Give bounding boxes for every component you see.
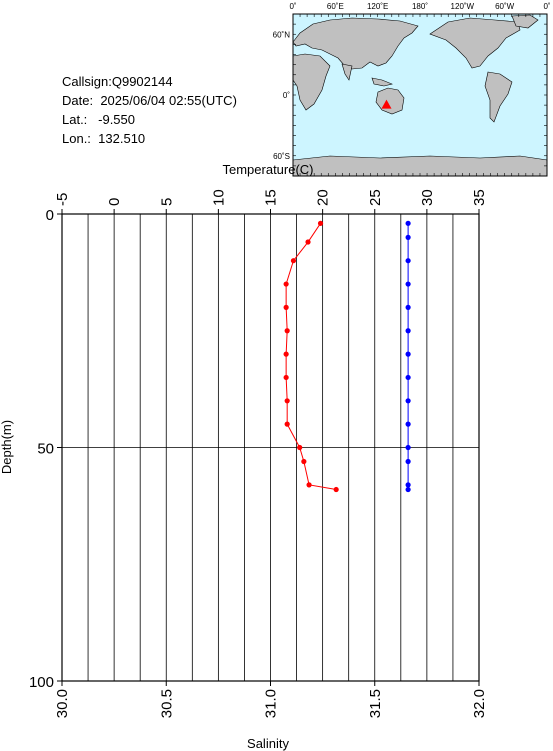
lat-value: -9.550 — [98, 112, 136, 127]
temperature-data-point — [317, 220, 324, 226]
temperature-data-point — [283, 304, 289, 310]
top-axis-tick-label: 5 — [158, 198, 175, 206]
top-axis-tick-label: 20 — [315, 189, 332, 206]
temperature-data-point — [305, 239, 311, 245]
temperature-data-point — [283, 374, 289, 381]
lon-label: Lon.: — [62, 131, 91, 146]
temperature-data-point — [297, 444, 303, 451]
top-axis-tick-label: 15 — [263, 189, 280, 206]
salinity-data-point — [405, 458, 411, 465]
bottom-axis-label: Salinity — [247, 736, 289, 751]
y-axis-tick-label: 100 — [29, 674, 54, 691]
top-axis-tick-label: -5 — [54, 193, 71, 206]
temperature-data-point — [284, 421, 290, 427]
lon-row: Lon.: 132.510 — [62, 129, 237, 148]
salinity-data-point — [405, 281, 411, 287]
y-axis-label: Depth(m) — [0, 420, 14, 474]
temperature-data-point — [333, 486, 339, 493]
bottom-axis-tick-label: 31.0 — [263, 689, 280, 718]
top-axis-tick-label: 0 — [106, 198, 123, 206]
temperature-data-point — [284, 398, 290, 404]
salinity-data-point — [405, 304, 411, 310]
callsign-text: Callsign:Q9902144 — [62, 74, 173, 89]
lat-row: Lat.: -9.550 — [62, 110, 237, 129]
salinity-data-point — [405, 234, 411, 240]
temperature-data-point — [306, 482, 312, 488]
bottom-axis-tick-label: 30.0 — [54, 689, 71, 718]
temperature-data-point — [284, 328, 290, 334]
salinity-data-point — [405, 258, 411, 264]
salinity-data-point — [405, 444, 411, 451]
temperature-data-point — [290, 258, 297, 264]
top-axis-label: Temperature(C) — [222, 162, 313, 177]
temperature-data-point — [301, 458, 307, 465]
salinity-data-point — [405, 328, 411, 334]
salinity-data-point — [405, 486, 411, 493]
date-row: Date: 2025/06/04 02:55(UTC) — [62, 91, 237, 110]
top-axis-tick-label: 25 — [367, 189, 384, 206]
lat-label: Lat.: — [62, 112, 88, 127]
salinity-data-point — [405, 374, 411, 381]
salinity-data-point — [405, 421, 411, 427]
bottom-axis-tick-label: 32.0 — [471, 689, 488, 718]
salinity-data-point — [405, 220, 411, 226]
top-axis-tick-label: 30 — [419, 189, 436, 206]
salinity-data-point — [405, 482, 411, 488]
temperature-data-point — [283, 281, 289, 287]
bottom-axis-tick-label: 30.5 — [158, 689, 175, 718]
date-label: Date: — [62, 93, 94, 108]
salinity-data-point — [405, 351, 411, 357]
temperature-data-point — [283, 351, 289, 357]
y-axis-tick-label: 0 — [46, 207, 54, 224]
date-value: 2025/06/04 02:55(UTC) — [100, 93, 237, 108]
top-axis-tick-label: 35 — [471, 189, 488, 206]
float-info-panel: Callsign:Q9902144 Date: 2025/06/04 02:55… — [62, 72, 237, 148]
lon-value: 132.510 — [98, 131, 146, 146]
chart-series — [283, 220, 411, 493]
chart-grid — [61, 213, 480, 682]
top-axis-tick-label: 10 — [210, 189, 227, 206]
y-axis-tick-label: 50 — [37, 441, 54, 458]
salinity-data-point — [405, 398, 411, 404]
bottom-axis-tick-label: 31.5 — [367, 689, 384, 718]
